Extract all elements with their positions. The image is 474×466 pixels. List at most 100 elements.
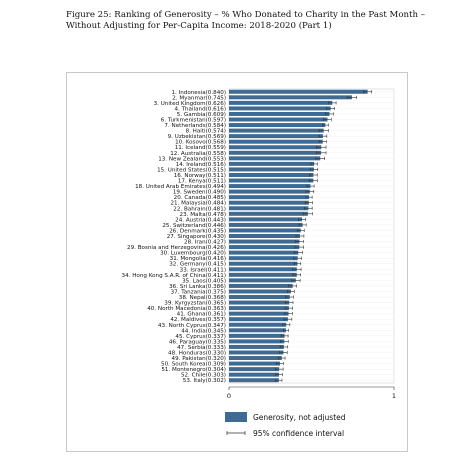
category-label: 21. Malaysia(0.484) [171, 201, 227, 207]
category-label: 36. Sri Lanka(0.386) [169, 284, 226, 290]
category-label: 32. Germany(0.415) [169, 262, 226, 268]
category-label: 26. Denmark(0.435) [169, 228, 226, 234]
category-label: 50. South Korea(0.309) [161, 362, 226, 368]
category-label: 1. Indonesia(0.840) [171, 90, 226, 96]
category-label: 9. Uzbekistan(0.569) [168, 134, 226, 140]
bar [229, 317, 288, 322]
bar [229, 322, 287, 327]
bar [229, 283, 293, 288]
bar [229, 234, 300, 238]
category-label: 4. Thailand(0.616) [174, 106, 226, 112]
bar [229, 267, 297, 272]
category-label: 28. Iran(0.427) [184, 240, 226, 246]
category-label: 22. Bahrain(0.481) [173, 206, 226, 212]
category-label: 7. Netherlands(0.584) [164, 123, 226, 129]
category-label: 38. Nepal(0.368) [179, 295, 226, 301]
category-label: 34. Hong Kong S.A.R. of China(0.411) [122, 273, 226, 279]
category-label: 35. Laos(0.405) [182, 278, 226, 284]
bar [229, 261, 298, 266]
bar [229, 167, 314, 172]
bar [229, 339, 285, 344]
category-label: 44. India(0.345) [181, 328, 226, 334]
legend-swatch-bar [225, 412, 247, 422]
category-label: 37. Tanzania(0.375) [171, 289, 226, 295]
bar [229, 328, 286, 333]
figure-title-line-1: Figure 25: Ranking of Generosity – % Who… [66, 10, 426, 20]
generosity-bar-chart: 1. Indonesia(0.840)2. Myanmar(0.745)3. U… [122, 88, 396, 438]
bar [229, 300, 290, 305]
category-label: 31. Mongolia(0.416) [170, 256, 226, 262]
bar [229, 123, 326, 128]
bar [229, 134, 323, 139]
category-label: 43. North Cyprus(0.347) [158, 323, 226, 329]
bar [229, 278, 296, 283]
category-label: 20. Canada(0.485) [174, 195, 226, 201]
bar [229, 95, 352, 100]
category-label: 29. Bosnia and Herzegovina(0.426) [127, 245, 226, 251]
category-label: 51. Montenegro(0.304) [161, 367, 226, 373]
category-label: 3. United Kingdom(0.626) [154, 101, 226, 107]
x-tick-label: 1 [392, 392, 396, 400]
category-label: 14. Ireland(0.516) [176, 162, 226, 168]
category-label: 23. Malta(0.478) [180, 212, 226, 218]
bar [229, 295, 290, 300]
bar [229, 222, 303, 227]
category-label: 30. Luxembourg(0.420) [160, 251, 226, 257]
bar [229, 106, 331, 111]
category-label: 12. Australia(0.558) [170, 151, 226, 157]
bar [229, 361, 280, 366]
figure-title-line-2: Without Adjusting for Per-Capita Income:… [66, 21, 332, 31]
bar [229, 156, 321, 161]
legend-label-generosity: Generosity, not adjusted [253, 413, 346, 422]
category-label: 13. New Zealand(0.553) [158, 156, 226, 162]
bar [229, 372, 279, 377]
bar [229, 145, 322, 150]
bar [229, 117, 328, 122]
bar [229, 350, 284, 355]
bar [229, 89, 368, 94]
plot-frame: 1. Indonesia(0.840) 2. Myanmar(0.745) 3. U… [66, 72, 408, 452]
category-label: 33. Israel(0.411) [180, 267, 226, 273]
category-label: 27. Singapore(0.430) [167, 234, 226, 240]
bar [229, 306, 289, 311]
bar [229, 217, 303, 222]
bar [229, 150, 322, 155]
category-label: 11. Iceland(0.559) [175, 145, 226, 151]
bar [229, 184, 311, 189]
bar [229, 200, 309, 205]
legend-label-ci: 95% confidence interval [253, 429, 344, 438]
category-label: 17. Kenya(0.511) [178, 179, 226, 185]
category-label: 52. Chile(0.303) [181, 373, 226, 379]
x-tick-label: 0 [227, 392, 231, 400]
bar [229, 367, 280, 372]
bar [229, 211, 308, 216]
bar [229, 189, 310, 194]
category-label: 2. Myanmar(0.745) [172, 95, 226, 101]
bar [229, 228, 301, 233]
category-label: 25. Switzerland(0.446) [162, 223, 226, 229]
category-label: 5. Gambia(0.609) [177, 112, 226, 118]
category-label: 48. Honduras(0.330) [168, 350, 226, 356]
bar [229, 178, 314, 183]
category-label: 18. United Arab Emirates(0.494) [135, 184, 226, 190]
category-label: 39. Kyrgyzstan(0.365) [164, 301, 226, 307]
bar [229, 128, 324, 133]
bar [229, 195, 310, 200]
category-label: 8. Haiti(0.574) [186, 129, 226, 135]
category-label: 15. United States(0.515) [157, 167, 226, 173]
bar [229, 100, 333, 105]
bar [229, 333, 285, 338]
category-label: 6. Turkmenistan(0.597) [161, 118, 226, 124]
bar [229, 378, 279, 383]
bar [229, 239, 300, 244]
category-label: 42. Maldives(0.357) [170, 317, 226, 323]
category-label: 53. Italy(0.302) [183, 378, 226, 384]
bar [229, 250, 299, 255]
bar [229, 111, 330, 116]
category-label: 10. Kosovo(0.568) [175, 140, 226, 146]
bar [229, 344, 284, 349]
bar [229, 289, 291, 294]
bar [229, 311, 289, 316]
category-label: 45. Cyprus(0.337) [175, 334, 226, 340]
bar [229, 161, 315, 166]
